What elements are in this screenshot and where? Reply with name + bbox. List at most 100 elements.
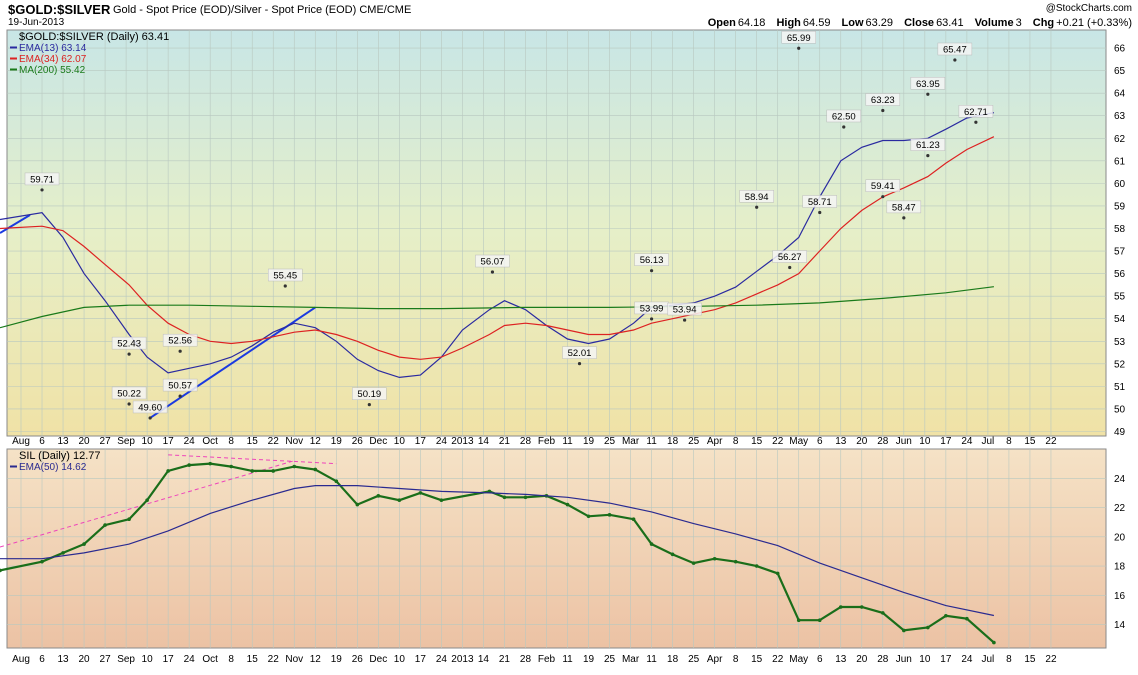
annotation-point-7 [367, 403, 371, 407]
p2-x-tick-label: 15 [1024, 654, 1036, 665]
sil-point-5 [127, 517, 131, 522]
annotation-label-2: 50.22 [117, 388, 141, 399]
annotation-label-13: 58.94 [745, 192, 769, 203]
p1-y-tick-label: 60 [1114, 179, 1126, 190]
p2-x-tick-label: 25 [604, 654, 616, 665]
p1-x-tick-label: 24 [184, 436, 196, 447]
p1-y-tick-label: 66 [1114, 44, 1126, 55]
p1-y-tick-label: 59 [1114, 201, 1126, 212]
p1-x-tick-label: 22 [268, 436, 280, 447]
sil-point-37 [817, 618, 822, 622]
annotation-bg-12 [667, 302, 702, 316]
p1-title: $GOLD:$SILVER (Daily) 63.41 [19, 31, 169, 43]
p1-y-tick-label: 50 [1114, 404, 1126, 415]
low-value: 63.29 [865, 17, 894, 29]
annotation-point-15 [797, 46, 801, 50]
close-value: 63.41 [936, 17, 964, 29]
sil-point-13 [292, 464, 297, 469]
p2-x-tick-label: 12 [310, 654, 322, 665]
annotation-bg-19 [865, 179, 901, 192]
sil-point-31 [691, 561, 696, 565]
p2-trendline [168, 454, 337, 465]
annotation-label-7: 50.19 [357, 389, 381, 400]
annotation-bg-6 [267, 268, 303, 282]
p2-x-tick-label: 20 [78, 654, 90, 665]
p2-x-tick-label: 13 [835, 654, 847, 665]
sil-point-12 [271, 469, 276, 473]
annotation-bg-16 [802, 195, 837, 208]
annotation-bg-23 [937, 42, 973, 56]
p1-x-tick-label: Jun [896, 436, 912, 447]
p2-y-tick-label: 16 [1114, 591, 1126, 602]
annotation-label-16: 58.71 [808, 197, 832, 208]
annotation-label-9: 52.01 [568, 348, 592, 359]
sil-point-14 [313, 467, 318, 472]
p2-x-tick-label: Apr [707, 654, 723, 665]
p1-trendline [0, 214, 31, 234]
p2-x-tick-label: 22 [772, 654, 784, 665]
p1-y-tick-label: 65 [1114, 66, 1126, 77]
annotation-label-1: 52.43 [117, 339, 141, 350]
p1-x-tick-label: 14 [478, 436, 490, 447]
annotation-bg-15 [781, 31, 816, 44]
annotation-label-12: 53.94 [673, 305, 697, 316]
p2-x-tick-label: 25 [688, 654, 700, 665]
p1-series-line-0 [0, 112, 995, 379]
p1-y-tick-label: 64 [1114, 89, 1126, 100]
annotation-point-5 [178, 394, 182, 398]
sil-point-10 [229, 464, 233, 469]
p2-x-tick-label: 19 [331, 654, 343, 665]
annotation-point-2 [127, 402, 131, 406]
annotation-point-13 [755, 205, 759, 209]
sil-point-3 [82, 542, 86, 546]
p1-x-tick-label: 10 [142, 436, 154, 447]
p2-x-tick-label: Mar [622, 654, 640, 665]
p2-x-tick-label: Sep [117, 654, 135, 665]
p2-y-tick-label: 22 [1114, 503, 1126, 514]
p1-x-tick-label: 15 [247, 436, 259, 447]
p1-x-tick-label: 19 [583, 436, 595, 447]
p1-x-tick-label: 10 [394, 436, 406, 447]
p2-x-tick-label: 14 [478, 654, 490, 665]
sil-point-32 [712, 556, 717, 561]
credit-text: @StockCharts.com [1045, 3, 1132, 14]
annotation-label-11: 53.99 [640, 303, 664, 314]
sil-point-45 [992, 640, 996, 645]
p2-x-tick-label: 10 [142, 654, 154, 665]
annotation-point-16 [818, 210, 822, 215]
sil-point-38 [838, 605, 843, 609]
sil-point-33 [733, 559, 738, 564]
p1-x-tick-label: 13 [835, 436, 847, 447]
p1-x-tick-label: Apr [707, 436, 723, 447]
annotation-bg-9 [562, 346, 597, 359]
p2-x-tick-label: 10 [394, 654, 406, 665]
p1-x-tick-label: 8 [1006, 436, 1012, 447]
sil-point-17 [376, 494, 381, 498]
p1-y-tick-label: 57 [1114, 247, 1126, 258]
annotation-bg-2 [111, 386, 147, 400]
p1-x-tick-label: 10 [919, 436, 931, 447]
annotation-bg-18 [865, 93, 901, 106]
annotation-bg-13 [739, 190, 774, 203]
p1-x-tick-label: 13 [57, 436, 69, 447]
p2-y-tick-label: 20 [1114, 532, 1126, 543]
p1-y-tick-label: 55 [1114, 292, 1126, 303]
p1-x-tick-label: 24 [961, 436, 973, 447]
sil-point-15 [334, 479, 339, 483]
chg-label: Chg [1032, 17, 1055, 29]
annotation-point-8 [490, 270, 495, 274]
p1-x-tick-label: Oct [202, 436, 218, 447]
annotation-bg-20 [886, 200, 922, 214]
p1-y-tick-label: 54 [1114, 314, 1126, 325]
annotation-bg-4 [162, 333, 198, 347]
sil-point-42 [926, 625, 930, 630]
sil-point-18 [397, 498, 402, 503]
p1-x-tick-label: Aug [12, 436, 30, 447]
p2-x-tick-label: 13 [57, 654, 69, 665]
p2-x-tick-label: Jul [982, 654, 995, 665]
p2-x-tick-label: 19 [583, 654, 595, 665]
sil-point-11 [250, 469, 255, 473]
p1-x-tick-label: Dec [369, 436, 387, 447]
annotation-point-9 [577, 361, 582, 366]
annotation-bg-0 [24, 172, 60, 186]
